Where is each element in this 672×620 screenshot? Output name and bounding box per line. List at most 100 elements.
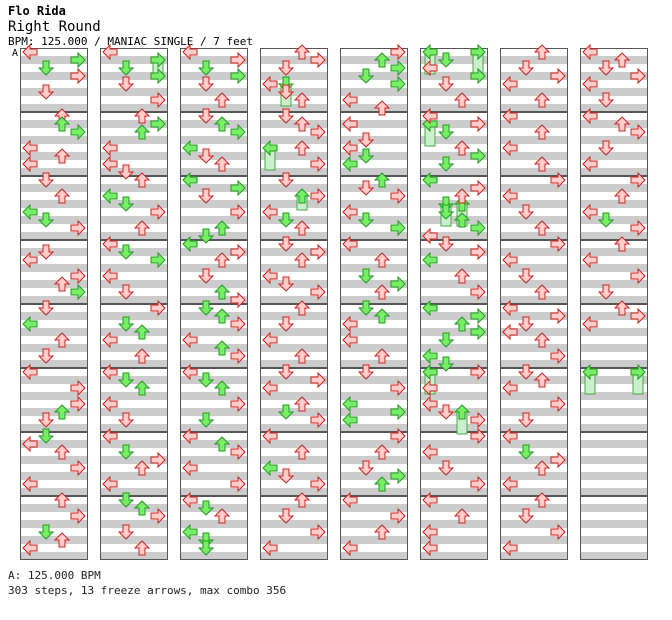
beat-stripe: [580, 296, 648, 304]
step-arrow-right: [470, 67, 486, 85]
beat-stripe: [100, 504, 168, 512]
beat-stripe: [100, 440, 168, 448]
beat-stripe: [420, 200, 488, 208]
step-arrow-right: [230, 123, 246, 141]
step-arrow-left: [422, 107, 438, 125]
step-arrow-right: [70, 395, 86, 413]
step-arrow-down: [517, 268, 535, 284]
beat-stripe: [20, 264, 88, 272]
beat-stripe: [340, 408, 408, 416]
beat-stripe: [260, 408, 328, 416]
beat-stripe: [340, 264, 408, 272]
beat-stripe: [500, 264, 568, 272]
step-arrow-up: [613, 116, 631, 132]
beat-stripe: [100, 200, 168, 208]
step-arrow-up: [53, 532, 71, 548]
beat-stripe: [500, 120, 568, 128]
bpm-change-marker: A: [12, 48, 19, 59]
measure-border: [580, 496, 648, 560]
beat-stripe: [100, 312, 168, 320]
step-arrow-down: [197, 412, 215, 428]
beat-stripe: [420, 184, 488, 192]
beat-stripe: [500, 200, 568, 208]
beat-stripe: [420, 536, 488, 544]
step-arrow-right: [70, 507, 86, 525]
step-arrow-up: [53, 276, 71, 292]
step-arrow-left: [422, 491, 438, 509]
beat-stripe: [420, 408, 488, 416]
beat-stripe: [260, 136, 328, 144]
beat-stripe: [500, 472, 568, 480]
beat-stripe: [420, 264, 488, 272]
beat-stripe: [20, 168, 88, 176]
beat-stripe: [420, 120, 488, 128]
beat-stripe: [580, 456, 648, 464]
step-arrow-right: [310, 411, 326, 429]
beat-stripe: [420, 552, 488, 560]
step-arrow-left: [22, 43, 38, 61]
step-arrow-down: [357, 148, 375, 164]
beat-stripe: [20, 136, 88, 144]
beat-stripe: [100, 56, 168, 64]
beat-stripe: [20, 504, 88, 512]
beat-stripe: [580, 264, 648, 272]
beat-stripe: [580, 360, 648, 368]
beat-stripe: [340, 88, 408, 96]
step-arrow-up: [453, 508, 471, 524]
beat-stripe: [180, 504, 248, 512]
beat-stripe: [20, 456, 88, 464]
step-arrow-right: [390, 59, 406, 77]
step-arrow-left: [502, 539, 518, 557]
step-arrow-right: [470, 411, 486, 429]
beat-stripe: [500, 296, 568, 304]
beat-stripe: [500, 488, 568, 496]
beat-stripe: [260, 360, 328, 368]
step-arrow-up: [213, 436, 231, 452]
step-arrow-down: [437, 460, 455, 476]
step-arrow-down: [37, 428, 55, 444]
beat-stripe: [100, 520, 168, 528]
beat-stripe: [180, 264, 248, 272]
step-arrow-right: [390, 43, 406, 61]
step-arrow-right: [310, 51, 326, 69]
step-arrow-up: [133, 124, 151, 140]
beat-stripe: [260, 536, 328, 544]
step-arrow-up: [613, 300, 631, 316]
beat-stripe: [580, 408, 648, 416]
step-arrow-down: [517, 364, 535, 380]
beat-stripe: [100, 104, 168, 112]
song-title: Right Round: [8, 19, 101, 35]
measure-border: [20, 48, 88, 112]
beat-stripe: [500, 56, 568, 64]
beat-stripe: [100, 72, 168, 80]
step-arrow-left: [22, 435, 38, 453]
step-arrow-right: [230, 203, 246, 221]
measure-border: [580, 304, 648, 368]
step-arrow-left: [22, 315, 38, 333]
measure-border: [20, 176, 88, 240]
step-arrow-right: [230, 51, 246, 69]
freeze-head-up: [453, 404, 471, 420]
step-arrow-down: [517, 444, 535, 460]
step-arrow-down: [277, 404, 295, 420]
step-arrow-up: [453, 212, 471, 228]
step-arrow-down: [117, 372, 135, 388]
step-arrow-left: [102, 235, 118, 253]
beat-stripe: [500, 136, 568, 144]
step-arrow-down: [437, 124, 455, 140]
step-arrow-left: [262, 75, 278, 93]
beat-stripe: [340, 328, 408, 336]
measure-border: [20, 240, 88, 304]
beat-stripe: [20, 552, 88, 560]
step-arrow-left: [422, 395, 438, 413]
beat-stripe: [260, 296, 328, 304]
step-arrow-down: [197, 76, 215, 92]
step-arrow-right: [630, 219, 646, 237]
beat-stripe: [580, 184, 648, 192]
step-arrow-down: [197, 188, 215, 204]
beat-stripe: [180, 232, 248, 240]
step-arrow-left: [342, 115, 358, 133]
step-arrow-down: [357, 212, 375, 228]
beat-stripe: [500, 344, 568, 352]
step-arrow-up: [373, 252, 391, 268]
